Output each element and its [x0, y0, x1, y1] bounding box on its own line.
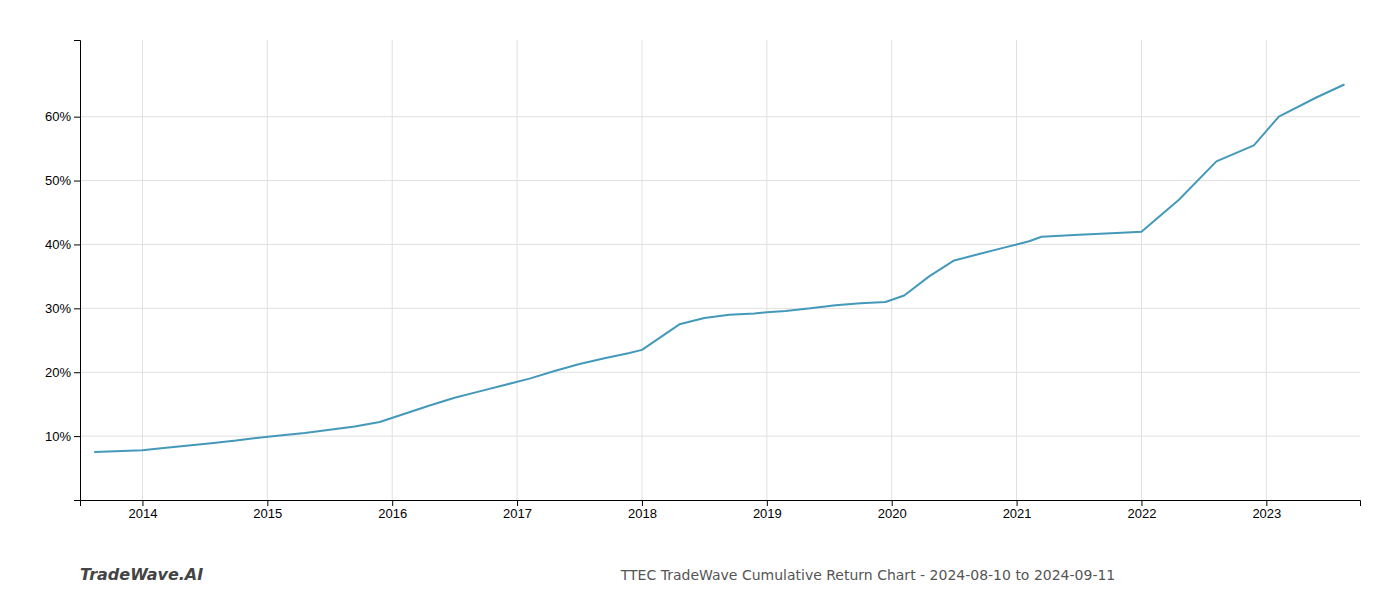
x-tick: 2023 [1252, 500, 1281, 521]
grid-line-y [80, 244, 1360, 245]
x-tick-mark [392, 500, 393, 506]
grid-line-x [1141, 40, 1142, 500]
line [95, 85, 1344, 452]
x-tick: 2016 [378, 500, 407, 521]
grid-line-x [142, 40, 143, 500]
y-tick-label: 30% [45, 301, 71, 316]
x-tick-mark [642, 500, 643, 506]
grid-line-y [80, 372, 1360, 373]
x-axis: 2014 2015 2016 2017 2018 2019 2020 2021 2022 2023 [81, 500, 1361, 521]
x-tick-mark [767, 500, 768, 506]
x-tick-label: 2023 [1252, 506, 1281, 521]
y-tick-mark [74, 181, 80, 182]
y-tick-label: 50% [45, 173, 71, 188]
y-tick-label: 40% [45, 237, 71, 252]
y-tick: 30% [45, 301, 80, 316]
grid-line-y [80, 180, 1360, 181]
x-tick: 2015 [253, 500, 282, 521]
x-tick: 2020 [878, 500, 907, 521]
y-tick: 40% [45, 237, 80, 252]
grid-line-x [267, 40, 268, 500]
chart: 2014 2015 2016 2017 2018 2019 2020 2021 2022 2023… [0, 0, 1400, 600]
grid-line-x [891, 40, 892, 500]
y-tick: 10% [45, 429, 80, 444]
grid-line-x [517, 40, 518, 500]
y-tick: 20% [45, 365, 80, 380]
y-tick: 50% [45, 173, 80, 188]
grid [80, 40, 1360, 500]
watermark: TradeWave.AI [80, 565, 203, 584]
y-tick-mark [74, 372, 80, 373]
x-tick-label: 2022 [1128, 506, 1157, 521]
x-tick-mark [1017, 500, 1018, 506]
grid-line-x [1016, 40, 1017, 500]
x-tick-label: 2015 [253, 506, 282, 521]
x-tick: 2019 [753, 500, 782, 521]
y-tick: 60% [45, 109, 80, 124]
grid-line-x [641, 40, 642, 500]
y-axis: 10% 20% 30% 40% 50% 60% [45, 41, 81, 501]
x-tick-label: 2020 [878, 506, 907, 521]
grid-line-y [80, 308, 1360, 309]
y-tick-label: 20% [45, 365, 71, 380]
y-tick-mark [74, 436, 80, 437]
y-tick-mark [74, 244, 80, 245]
y-tick-label: 10% [45, 429, 71, 444]
x-tick-mark [517, 500, 518, 506]
x-tick-label: 2021 [1003, 506, 1032, 521]
x-tick-label: 2018 [628, 506, 657, 521]
y-tick-mark [74, 308, 80, 309]
x-tick-label: 2019 [753, 506, 782, 521]
title: TTEC TradeWave Cumulative Return Chart -… [620, 567, 1116, 583]
x-tick: 2022 [1128, 500, 1157, 521]
x-tick-label: 2016 [378, 506, 407, 521]
x-tick: 2014 [128, 500, 157, 521]
x-tick-mark [1141, 500, 1142, 506]
x-tick-mark [142, 500, 143, 506]
x-tick: 2018 [628, 500, 657, 521]
grid-line-y [80, 116, 1360, 117]
x-tick-mark [1266, 500, 1267, 506]
x-axis-line [81, 501, 1361, 507]
y-axis-line [74, 41, 81, 501]
plot-area [95, 85, 1344, 452]
x-tick-mark [267, 500, 268, 506]
grid-line-x [392, 40, 393, 500]
y-tick-mark [74, 117, 80, 118]
grid-line-x [1266, 40, 1267, 500]
x-tick-label: 2017 [503, 506, 532, 521]
x-tick: 2017 [503, 500, 532, 521]
y-tick-label: 60% [45, 109, 71, 124]
grid-line-x [766, 40, 767, 500]
x-tick-label: 2014 [128, 506, 157, 521]
x-tick-mark [892, 500, 893, 506]
x-tick: 2021 [1003, 500, 1032, 521]
